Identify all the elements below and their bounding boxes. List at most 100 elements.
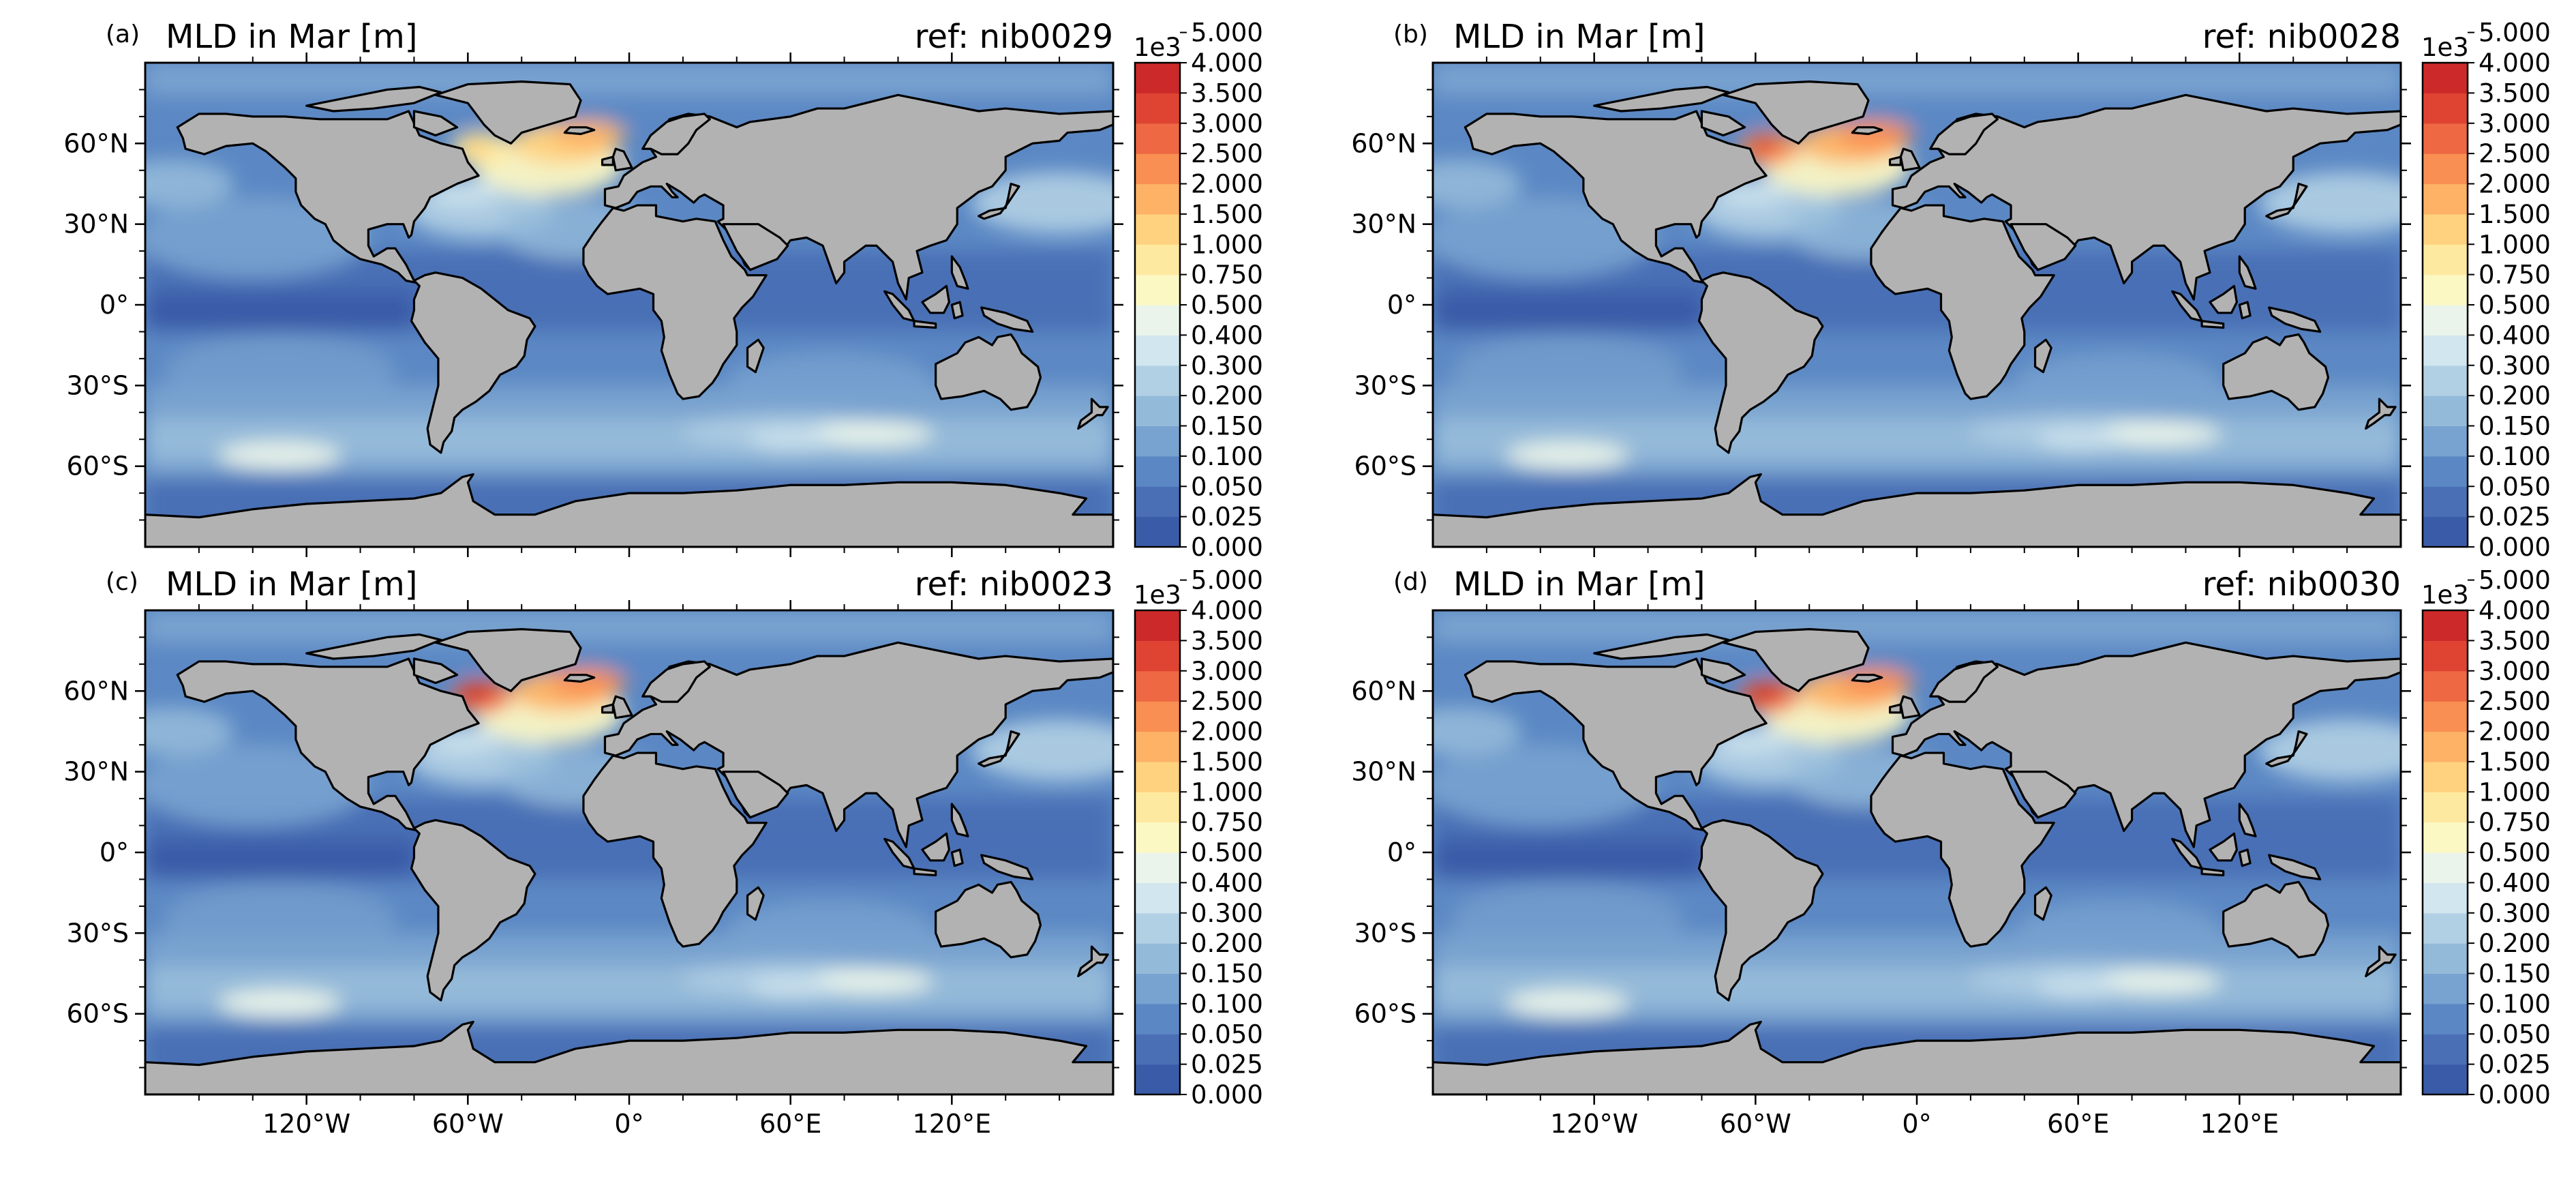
colorbar-tick-label: 1.000 <box>1191 230 1263 259</box>
colorbar-segment <box>2423 426 2468 457</box>
colorbar-tick-label: 0.100 <box>2479 442 2551 471</box>
colorbar-tick-label: 0.100 <box>1191 989 1263 1019</box>
lon-tick-label: 60°E <box>759 1109 821 1139</box>
panel-ref: ref: nib0028 <box>2202 18 2401 56</box>
colorbar-segment <box>1135 365 1180 396</box>
colorbar-tick-label: 1.000 <box>1191 777 1263 807</box>
colorbar-tick-label: 2.000 <box>1191 717 1263 747</box>
colorbar-tick-label: 3.000 <box>1191 109 1263 138</box>
colorbar-segment <box>2423 610 2468 641</box>
colorbar-tick-label: 4.000 <box>1191 48 1263 78</box>
colorbar-segment <box>1135 701 1180 732</box>
colorbar: 0.0000.0250.0500.1000.1500.2000.3000.400… <box>1134 18 1263 562</box>
colorbar-tick-label: 0.050 <box>2479 1019 2551 1049</box>
lon-tick-label: 0° <box>614 1109 643 1139</box>
colorbar-tick-label: 3.000 <box>2479 109 2551 138</box>
colorbar-tick-label: 0.150 <box>2479 959 2551 989</box>
lat-tick-label: 60°S <box>67 999 129 1029</box>
colorbar-tick-label: 0.400 <box>2479 868 2551 897</box>
panel-ref: ref: nib0029 <box>915 18 1113 56</box>
colorbar-tick-label: 1.000 <box>2479 230 2551 259</box>
colorbar-segment <box>1135 670 1180 702</box>
colorbar-segment <box>2423 731 2468 762</box>
colorbar-tick-label: 2.500 <box>2479 139 2551 168</box>
colorbar-segment <box>1135 426 1180 457</box>
colorbar-tick-label: 5.000 <box>1191 566 1263 595</box>
colorbar: 0.0000.0250.0500.1000.1500.2000.3000.400… <box>2421 18 2551 562</box>
colorbar-segment <box>2423 912 2468 944</box>
colorbar-tick-label: 2.500 <box>1191 687 1263 716</box>
colorbar-tick-label: 2.500 <box>2479 687 2551 716</box>
colorbar-tick-label: 2.500 <box>1191 139 1263 168</box>
colorbar-segment <box>2423 456 2468 487</box>
colorbar-segment <box>1135 822 1180 853</box>
colorbar-tick-label: 0.200 <box>2479 381 2551 411</box>
colorbar-tick-label: 0.050 <box>1191 1019 1263 1049</box>
lat-tick-label: 30°N <box>1351 209 1416 239</box>
colorbar-exponent: 1e3 <box>1134 33 1181 62</box>
mld-field <box>1433 63 2401 547</box>
panel-title: MLD in Mar [m] <box>166 18 417 56</box>
panel-ref: ref: nib0030 <box>2202 565 2401 604</box>
colorbar-segment <box>2423 670 2468 702</box>
colorbar-exponent: 1e3 <box>2421 580 2469 610</box>
colorbar-tick-label: 3.000 <box>1191 657 1263 686</box>
colorbar-tick-label: 0.025 <box>2479 1050 2551 1079</box>
colorbar-segment <box>1135 852 1180 883</box>
colorbar-tick-label: 3.000 <box>2479 657 2551 686</box>
colorbar-tick-label: 3.500 <box>2479 626 2551 655</box>
colorbar-segment <box>1135 516 1180 548</box>
lat-tick-label: 60°N <box>1351 676 1416 706</box>
colorbar-tick-label: 2.000 <box>2479 170 2551 199</box>
colorbar-segment <box>1135 63 1180 93</box>
panel-title: MLD in Mar [m] <box>1453 18 1705 56</box>
panel-title: MLD in Mar [m] <box>166 565 417 604</box>
colorbar-tick-label: 1.500 <box>1191 747 1263 777</box>
colorbar-tick-label: 1.500 <box>2479 200 2551 229</box>
colorbar-tick-label: 0.200 <box>1191 381 1263 411</box>
lon-tick-label: 120°W <box>1550 1109 1638 1139</box>
colorbar-segment <box>1135 731 1180 762</box>
colorbar-tick-label: 0.300 <box>2479 351 2551 381</box>
colorbar-tick-label: 4.000 <box>1191 596 1263 625</box>
mld-field <box>145 610 1113 1094</box>
colorbar-segment <box>1135 93 1180 124</box>
colorbar: 0.0000.0250.0500.1000.1500.2000.3000.400… <box>1134 566 1263 1109</box>
lat-tick-label: 30°S <box>1354 918 1416 948</box>
colorbar-segment <box>2423 973 2468 1004</box>
lat-tick-label: 60°N <box>63 128 129 158</box>
colorbar-tick-label: 0.100 <box>1191 442 1263 471</box>
panel-ref: ref: nib0023 <box>915 565 1113 604</box>
lon-tick-label: 120°E <box>2200 1109 2279 1139</box>
map-panel: 60°N 30°N 0° 30°S 60°S 120°W 60°W 0° 60°E 120°E (c… <box>63 565 1263 1139</box>
colorbar-segment <box>2423 1034 2468 1065</box>
colorbar-tick-label: 0.000 <box>1191 1080 1263 1109</box>
colorbar-tick-label: 5.000 <box>2479 566 2551 595</box>
colorbar-segment <box>2423 365 2468 396</box>
colorbar-tick-label: 0.200 <box>1191 929 1263 958</box>
colorbar-tick-label: 0.100 <box>2479 989 2551 1019</box>
colorbar-tick-label: 0.750 <box>1191 260 1263 290</box>
colorbar-segment <box>2423 305 2468 336</box>
colorbar-segment <box>2423 486 2468 518</box>
colorbar-tick-label: 1.500 <box>1191 200 1263 229</box>
map-panel: 60°N 30°N 0° 30°S 60°S (b) MLD in Mar [m] ref: … <box>1351 18 2551 562</box>
colorbar-tick-label: 0.000 <box>2479 533 2551 562</box>
colorbar-tick-label: 4.000 <box>2479 596 2551 625</box>
colorbar-tick-label: 0.400 <box>1191 321 1263 350</box>
lat-tick-label: 30°N <box>63 757 129 787</box>
colorbar-tick-label: 1.000 <box>2479 777 2551 807</box>
lat-tick-label: 60°S <box>1354 999 1416 1029</box>
colorbar-tick-label: 0.750 <box>2479 808 2551 837</box>
colorbar-segment <box>1135 761 1180 792</box>
colorbar-segment <box>2423 761 2468 792</box>
colorbar-tick-label: 0.025 <box>2479 503 2551 532</box>
lon-tick-label: 120°W <box>262 1109 350 1139</box>
colorbar-exponent: 1e3 <box>1134 580 1181 610</box>
colorbar-tick-label: 2.000 <box>2479 717 2551 747</box>
colorbar-tick-label: 0.750 <box>1191 808 1263 837</box>
lat-tick-label: 0° <box>100 290 129 320</box>
colorbar-tick-label: 0.400 <box>1191 868 1263 897</box>
colorbar-segment <box>2423 153 2468 185</box>
panel-title: MLD in Mar [m] <box>1453 565 1705 604</box>
